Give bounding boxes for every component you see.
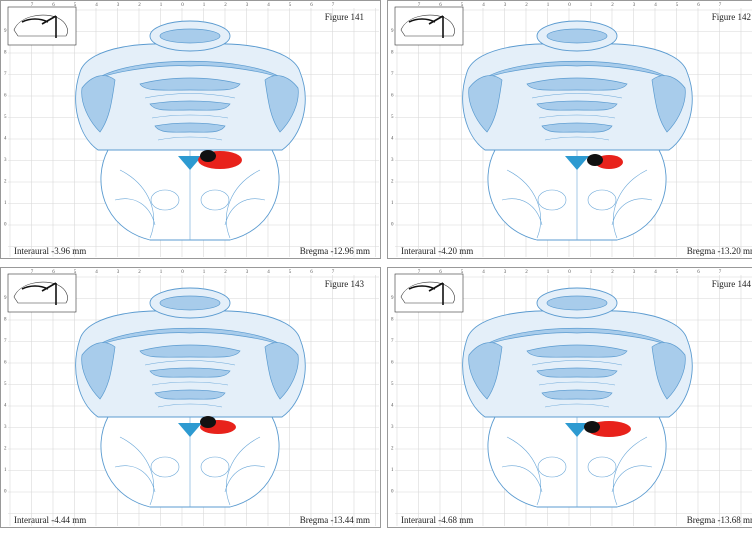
brain-section: [76, 21, 305, 240]
bregma-label: Bregma -13.68 mm: [687, 515, 752, 525]
atlas-figure: 7654321012345679876543210Figure 141Inter…: [0, 0, 752, 528]
interaural-label: Interaural -4.20 mm: [401, 246, 473, 256]
brain-section: [463, 288, 692, 507]
figure-label: Figure 144: [712, 279, 752, 289]
interaural-label: Interaural -3.96 mm: [14, 246, 86, 256]
lesion-core: [584, 421, 600, 433]
lesion-core: [200, 416, 216, 428]
brain-section: [76, 288, 305, 507]
brain-section: [463, 21, 692, 240]
section-thumbnail: [8, 274, 76, 312]
figure-label: Figure 141: [325, 12, 364, 22]
interaural-label: Interaural -4.68 mm: [401, 515, 473, 525]
bregma-label: Bregma -13.44 mm: [300, 515, 370, 525]
lesion-core: [587, 154, 603, 166]
bregma-label: Bregma -13.20 mm: [687, 246, 752, 256]
bregma-label: Bregma -12.96 mm: [300, 246, 370, 256]
section-thumbnail: [395, 274, 463, 312]
interaural-label: Interaural -4.44 mm: [14, 515, 86, 525]
figure-label: Figure 143: [325, 279, 365, 289]
section-thumbnail: [395, 7, 463, 45]
section-thumbnail: [8, 7, 76, 45]
figure-label: Figure 142: [712, 12, 751, 22]
lesion-core: [200, 150, 216, 162]
